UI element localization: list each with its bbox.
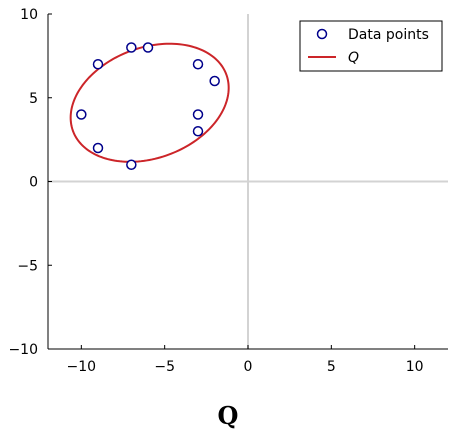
legend: Data points Q bbox=[299, 20, 443, 72]
axes bbox=[47, 13, 448, 350]
ellipse-curve-q bbox=[69, 42, 230, 163]
data-point bbox=[192, 109, 204, 120]
data-point bbox=[126, 42, 137, 53]
data-point bbox=[142, 42, 154, 53]
x-tick-label: 5 bbox=[327, 359, 336, 375]
data-point bbox=[192, 126, 204, 137]
legend-label-data-points: Data points bbox=[348, 27, 429, 43]
data-point bbox=[76, 109, 87, 120]
y-tick-label: 10 bbox=[20, 7, 38, 23]
plot-area bbox=[48, 14, 448, 349]
y-tick-label: −5 bbox=[17, 258, 38, 274]
data-point bbox=[209, 75, 220, 87]
legend-label-q: Q bbox=[348, 50, 359, 66]
x-tick-label: 0 bbox=[244, 359, 253, 375]
legend-marker-data-points bbox=[316, 28, 328, 40]
y-tick-label: −10 bbox=[8, 342, 38, 358]
x-tick-label: −10 bbox=[67, 359, 97, 375]
x-axis-label: Q bbox=[218, 401, 239, 430]
data-point bbox=[92, 59, 104, 70]
data-point bbox=[126, 159, 137, 170]
x-tick-label: −5 bbox=[154, 359, 175, 375]
tick-labels: −10 −5 0 5 10 −10 −5 0 5 10 bbox=[8, 7, 423, 375]
y-tick-label: 0 bbox=[29, 175, 38, 191]
y-tick-label: 5 bbox=[29, 91, 38, 107]
data-point bbox=[92, 142, 104, 154]
x-tick-label: 10 bbox=[406, 359, 424, 375]
data-point bbox=[192, 59, 204, 70]
